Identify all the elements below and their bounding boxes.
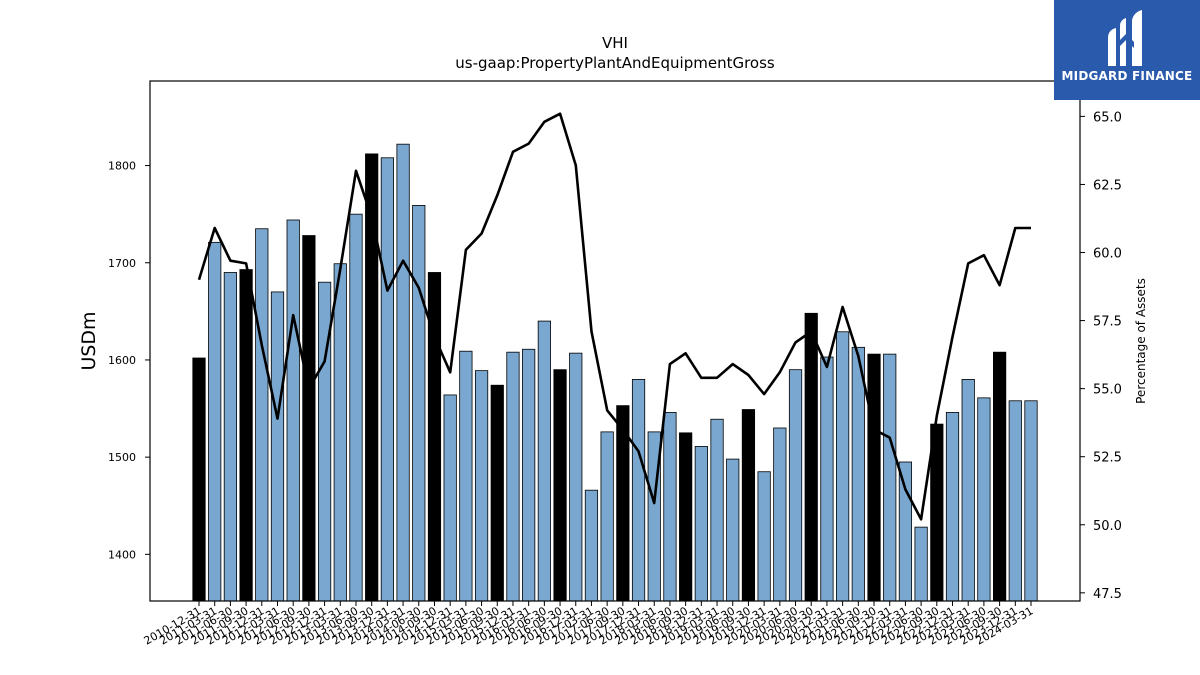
bar-2021-09-30 <box>867 353 881 602</box>
bar-2022-06-30 <box>914 526 928 602</box>
bar-2014-06-30 <box>412 205 426 602</box>
right-tick-label: 62.5 <box>1093 178 1122 193</box>
bar-2011-09-30 <box>239 269 253 602</box>
right-tick-label: 60.0 <box>1093 247 1122 262</box>
bar-2022-12-31 <box>945 412 960 602</box>
bar-2012-03-31 <box>270 291 285 602</box>
percentage-line-layer <box>197 112 1031 521</box>
bar-2014-03-31 <box>396 143 410 602</box>
right-tick-label: 52.5 <box>1093 451 1122 466</box>
bar-2019-06-30 <box>726 458 740 602</box>
bar-2013-06-30 <box>349 213 363 602</box>
brand-logo: MIDGARD FINANCE <box>1054 0 1200 100</box>
bar-2012-06-30 <box>286 219 300 602</box>
left-tick-label: 1800 <box>108 160 136 173</box>
bar-2023-06-30 <box>977 397 991 602</box>
bar-2023-09-30 <box>993 351 1007 602</box>
y-axis-label: USDm <box>78 311 100 370</box>
right-axis: 47.5 50.0 52.5 55.0 57.5 60.0 62.5 65.0 <box>1080 110 1122 602</box>
left-tick-label: 1500 <box>108 451 136 464</box>
percentage-of-assets-line <box>197 112 1031 521</box>
logo-text: MIDGARD FINANCE <box>1061 69 1193 83</box>
bar-2013-03-31 <box>333 263 347 602</box>
bar-2021-06-30 <box>851 346 865 602</box>
bar-2012-09-30 <box>302 235 316 602</box>
right-axis-label: Percentage of Assets <box>1134 278 1148 404</box>
right-tick-label: 55.0 <box>1093 383 1122 398</box>
right-tick-label: 50.0 <box>1093 519 1122 534</box>
bar-2017-12-31 <box>631 378 646 602</box>
bar-2019-12-31 <box>757 471 771 602</box>
bar-2019-03-31 <box>710 418 724 602</box>
bar-2020-03-31 <box>773 427 787 602</box>
bar-2015-03-31 <box>459 350 473 602</box>
bar-2020-12-31 <box>820 356 834 602</box>
bar-2020-06-30 <box>788 369 803 602</box>
bar-2015-09-30 <box>490 384 504 602</box>
plot-frame <box>149 80 1081 602</box>
left-tick-label: 1600 <box>108 354 136 367</box>
chart-title: VHI <box>602 34 628 52</box>
bar-2017-03-31 <box>584 489 599 602</box>
bar-2011-06-30 <box>223 272 237 602</box>
bar-2018-09-30 <box>679 432 693 602</box>
bar-2013-12-31 <box>380 157 394 602</box>
bar-2020-09-30 <box>804 312 818 602</box>
bar-2022-03-31 <box>898 461 913 602</box>
bar-2017-06-30 <box>600 431 614 602</box>
bar-2015-12-31 <box>506 351 520 602</box>
bar-2018-06-30 <box>663 412 677 602</box>
chart-subtitle: us-gaap:PropertyPlantAndEquipmentGross <box>455 54 775 72</box>
bar-2016-06-30 <box>537 320 551 602</box>
bar-2021-03-31 <box>836 331 850 602</box>
left-tick-label: 1700 <box>108 257 136 270</box>
left-axis: 1400 1500 1600 1700 1800 <box>108 160 150 561</box>
bar-2015-06-30 <box>474 370 489 602</box>
bar-2014-12-31 <box>443 394 457 602</box>
x-axis: 2010-12-312011-03-312011-06-302011-09-30… <box>142 601 1036 648</box>
bar-2023-03-31 <box>961 378 975 602</box>
bar-2011-03-31 <box>208 241 222 602</box>
bar-2021-12-31 <box>883 353 897 602</box>
bar-2016-09-30 <box>553 369 567 602</box>
right-tick-label: 65.0 <box>1093 110 1122 125</box>
bar-2024-03-31 <box>1024 400 1038 602</box>
bar-2010-12-31 <box>192 357 206 602</box>
right-tick-label: 47.5 <box>1093 587 1122 602</box>
right-tick-label: 57.5 <box>1093 315 1122 330</box>
left-tick-label: 1400 <box>108 548 136 561</box>
bar-2018-12-31 <box>694 446 708 602</box>
bar-2023-12-31 <box>1008 400 1022 602</box>
midgard-logo-icon <box>1108 10 1142 66</box>
bar-2019-09-30 <box>741 409 756 602</box>
bar-2011-12-31 <box>255 228 269 602</box>
bar-2016-12-31 <box>569 352 583 602</box>
bar-2016-03-31 <box>522 348 536 602</box>
